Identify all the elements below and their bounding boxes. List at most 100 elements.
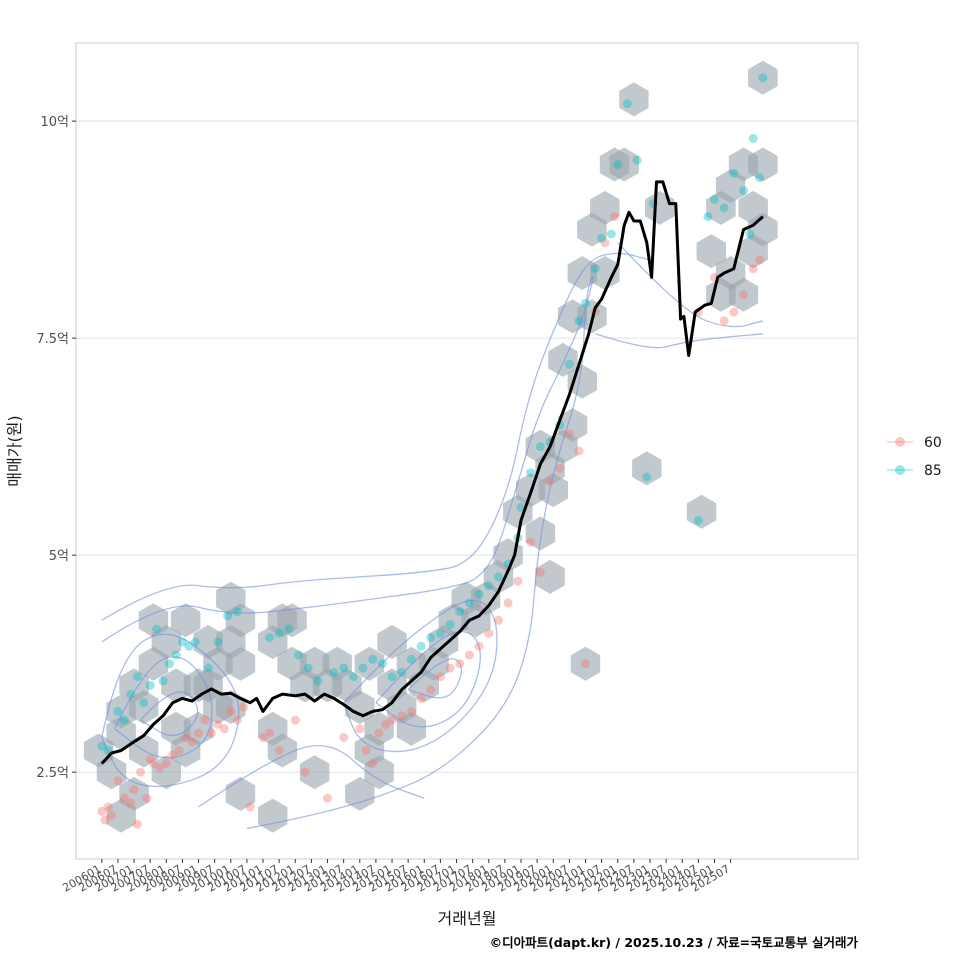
density-contour — [101, 252, 651, 621]
point-60 — [213, 719, 223, 729]
point-85 — [464, 598, 474, 608]
point-85 — [445, 620, 455, 630]
y-tick-label: 2.5억 — [36, 766, 69, 781]
point-85 — [265, 633, 274, 643]
legend-key-85 — [895, 465, 905, 475]
hex-bin — [686, 494, 717, 529]
point-60 — [206, 728, 216, 738]
point-85 — [574, 316, 584, 326]
point-85 — [597, 233, 607, 243]
point-60 — [194, 728, 203, 738]
density-contour — [595, 333, 763, 349]
hex-bin — [364, 755, 394, 790]
hex-bin — [129, 690, 159, 725]
point-85 — [729, 168, 739, 178]
hex-bin — [535, 559, 565, 594]
point-85 — [223, 611, 233, 621]
hex-bin — [151, 625, 181, 659]
point-60 — [455, 659, 465, 669]
point-85 — [613, 160, 623, 169]
hex-bins — [83, 60, 778, 833]
hex-bin — [151, 755, 181, 790]
point-85 — [158, 676, 168, 686]
point-85 — [358, 663, 368, 673]
hex-bin — [548, 342, 578, 377]
point-85 — [213, 637, 223, 647]
point-60 — [339, 733, 349, 742]
density-contour — [198, 744, 425, 808]
point-85 — [622, 99, 632, 109]
hex-bin — [225, 646, 256, 681]
point-60 — [174, 746, 184, 755]
point-85 — [113, 706, 123, 716]
legend-label-60: 60 — [924, 435, 942, 451]
point-85 — [348, 672, 358, 682]
hex-bin — [396, 711, 427, 746]
point-60 — [610, 212, 619, 222]
point-85 — [368, 654, 378, 664]
point-60 — [526, 537, 536, 547]
point-85 — [642, 472, 652, 482]
point-85 — [294, 650, 303, 660]
point-85 — [190, 637, 200, 647]
point-60 — [226, 706, 236, 716]
hex-bin — [364, 711, 394, 746]
hex-bin — [619, 82, 649, 117]
legend-item-85: 85 — [887, 463, 942, 479]
point-85 — [274, 628, 284, 638]
point-85 — [632, 155, 642, 165]
point-60 — [113, 776, 123, 786]
hex-bin — [96, 755, 127, 790]
point-60 — [142, 793, 152, 803]
hex-bin — [696, 234, 726, 269]
grid-lines — [76, 120, 858, 773]
point-85 — [184, 641, 194, 651]
point-85 — [329, 667, 339, 677]
density-contour — [375, 631, 481, 728]
point-60 — [187, 737, 197, 747]
point-85 — [535, 442, 545, 452]
point-85 — [426, 633, 436, 643]
point-85 — [710, 194, 719, 204]
y-axis-title: 매매가(원) — [5, 415, 24, 486]
point-85 — [132, 672, 142, 682]
point-60 — [600, 238, 610, 248]
hex-bin — [225, 776, 256, 811]
hex-bin — [161, 668, 191, 703]
hex-bin — [728, 277, 759, 312]
point-60 — [416, 693, 426, 703]
hex-bin — [632, 451, 662, 486]
point-60 — [397, 711, 407, 721]
point-85 — [232, 607, 242, 617]
point-60 — [719, 316, 729, 326]
hex-bin — [277, 603, 307, 638]
hex-bin — [748, 60, 778, 95]
point-85 — [703, 212, 713, 222]
y-axis: 2.5억 5억 7.5억 10억 — [36, 115, 76, 781]
point-85 — [564, 359, 574, 369]
point-85 — [748, 134, 758, 143]
hex-bin — [267, 733, 298, 768]
point-60 — [355, 724, 365, 734]
point-60 — [368, 759, 378, 768]
y-tick-label: 7.5억 — [36, 332, 69, 347]
point-85 — [313, 676, 323, 686]
point-85 — [303, 663, 313, 673]
point-60 — [739, 290, 748, 300]
x-axis: 2006012006072007012007072008012008072009… — [60, 859, 732, 895]
density-contours — [101, 242, 764, 830]
point-60 — [729, 307, 739, 317]
point-60 — [503, 598, 513, 608]
hex-bin — [609, 147, 639, 182]
caption: ©디아파트(dapt.kr) / 2025.10.23 / 자료=국토교통부 실… — [490, 935, 859, 950]
hex-bin — [748, 212, 778, 247]
point-60 — [107, 811, 116, 821]
point-60 — [103, 802, 113, 812]
point-60 — [148, 759, 158, 768]
point-60 — [126, 798, 136, 808]
point-60 — [232, 715, 242, 725]
point-85 — [119, 715, 129, 725]
point-85 — [455, 607, 465, 617]
point-85 — [397, 667, 407, 677]
hex-bin — [748, 147, 778, 182]
